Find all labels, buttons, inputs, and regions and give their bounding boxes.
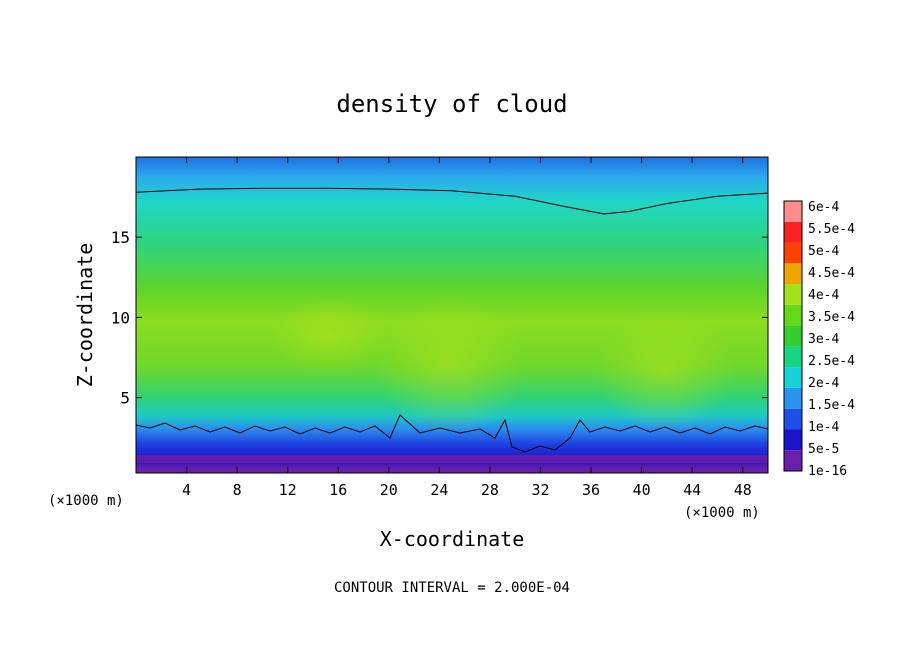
colorbar-swatch: [784, 304, 802, 326]
colorbar-label: 3e-4: [808, 332, 839, 347]
colorbar-swatch: [784, 242, 802, 264]
y-axis-label: Z-coordinate: [73, 243, 97, 388]
cloud-plume-right: [595, 310, 735, 430]
x-axis-label: X-coordinate: [380, 527, 525, 551]
x-tick-label: 20: [380, 481, 398, 499]
colorbar-label: 4.5e-4: [808, 266, 855, 281]
chart-title: density of cloud: [336, 90, 567, 118]
x-unit-right: (×1000 m): [684, 505, 760, 521]
x-tick-label: 12: [279, 481, 297, 499]
colorbar-label: 5e-4: [808, 244, 839, 259]
x-tick-label: 44: [683, 481, 701, 499]
x-tick-label: 48: [734, 481, 752, 499]
colorbar-label: 1e-4: [808, 420, 839, 435]
colorbar-label: 4e-4: [808, 288, 839, 303]
colorbar-label: 1e-16: [808, 464, 847, 479]
x-tick-label: 16: [329, 481, 347, 499]
x-axis-ticks: 4 8 12 16 20 24 28 32 36 40 44 48: [182, 157, 752, 499]
colorbar-label: 5e-5: [808, 442, 839, 457]
colorbar-swatch: [784, 408, 802, 430]
y-tick-label: 15: [111, 228, 130, 247]
cloud-plume-mid: [270, 295, 390, 375]
colorbar-label: 2.5e-4: [808, 354, 855, 369]
plot-area: [136, 157, 768, 473]
x-tick-label: 40: [633, 481, 651, 499]
contour-interval-note: CONTOUR INTERVAL = 2.000E-04: [334, 580, 570, 596]
colorbar-label: 2e-4: [808, 376, 839, 391]
y-axis-ticks: 5 10 15: [111, 228, 768, 408]
colorbar-frame: [783, 200, 803, 472]
colorbar: 1e-16 5e-5 1e-4 1.5e-4 2e-4 2.5e-4 3e-4 3.5e-4 4…: [783, 200, 855, 479]
colorbar-swatch: [784, 429, 802, 451]
x-tick-label: 8: [233, 481, 242, 499]
colorbar-swatch: [784, 284, 802, 305]
colorbar-swatch: [784, 325, 802, 347]
colorbar-label: 6e-4: [808, 200, 839, 215]
colorbar-swatch: [784, 201, 802, 222]
plot-frame: [135, 156, 769, 474]
x-tick-label: 4: [182, 481, 191, 499]
y-tick-label: 5: [120, 389, 130, 408]
x-tick-label: 24: [430, 481, 448, 499]
cloud-plume-left: [375, 295, 525, 435]
boundary-layer-contour: [136, 414, 768, 453]
surface-purple-band: [136, 455, 768, 463]
colorbar-swatch: [784, 221, 802, 243]
colorbar-swatch: [784, 450, 802, 471]
colorbar-label: 1.5e-4: [808, 398, 855, 413]
colorbar-label: 3.5e-4: [808, 310, 855, 325]
x-tick-label: 36: [582, 481, 600, 499]
x-tick-label: 32: [531, 481, 549, 499]
colorbar-swatch: [784, 346, 802, 368]
colorbar-label: 5.5e-4: [808, 222, 855, 237]
x-tick-label: 28: [481, 481, 499, 499]
y-tick-label: 10: [111, 308, 130, 327]
colorbar-swatch: [784, 263, 802, 285]
x-unit-left: (×1000 m): [48, 493, 124, 509]
colorbar-swatch: [784, 367, 802, 388]
colorbar-swatch: [784, 387, 802, 409]
upper-contour-line: [136, 187, 768, 215]
